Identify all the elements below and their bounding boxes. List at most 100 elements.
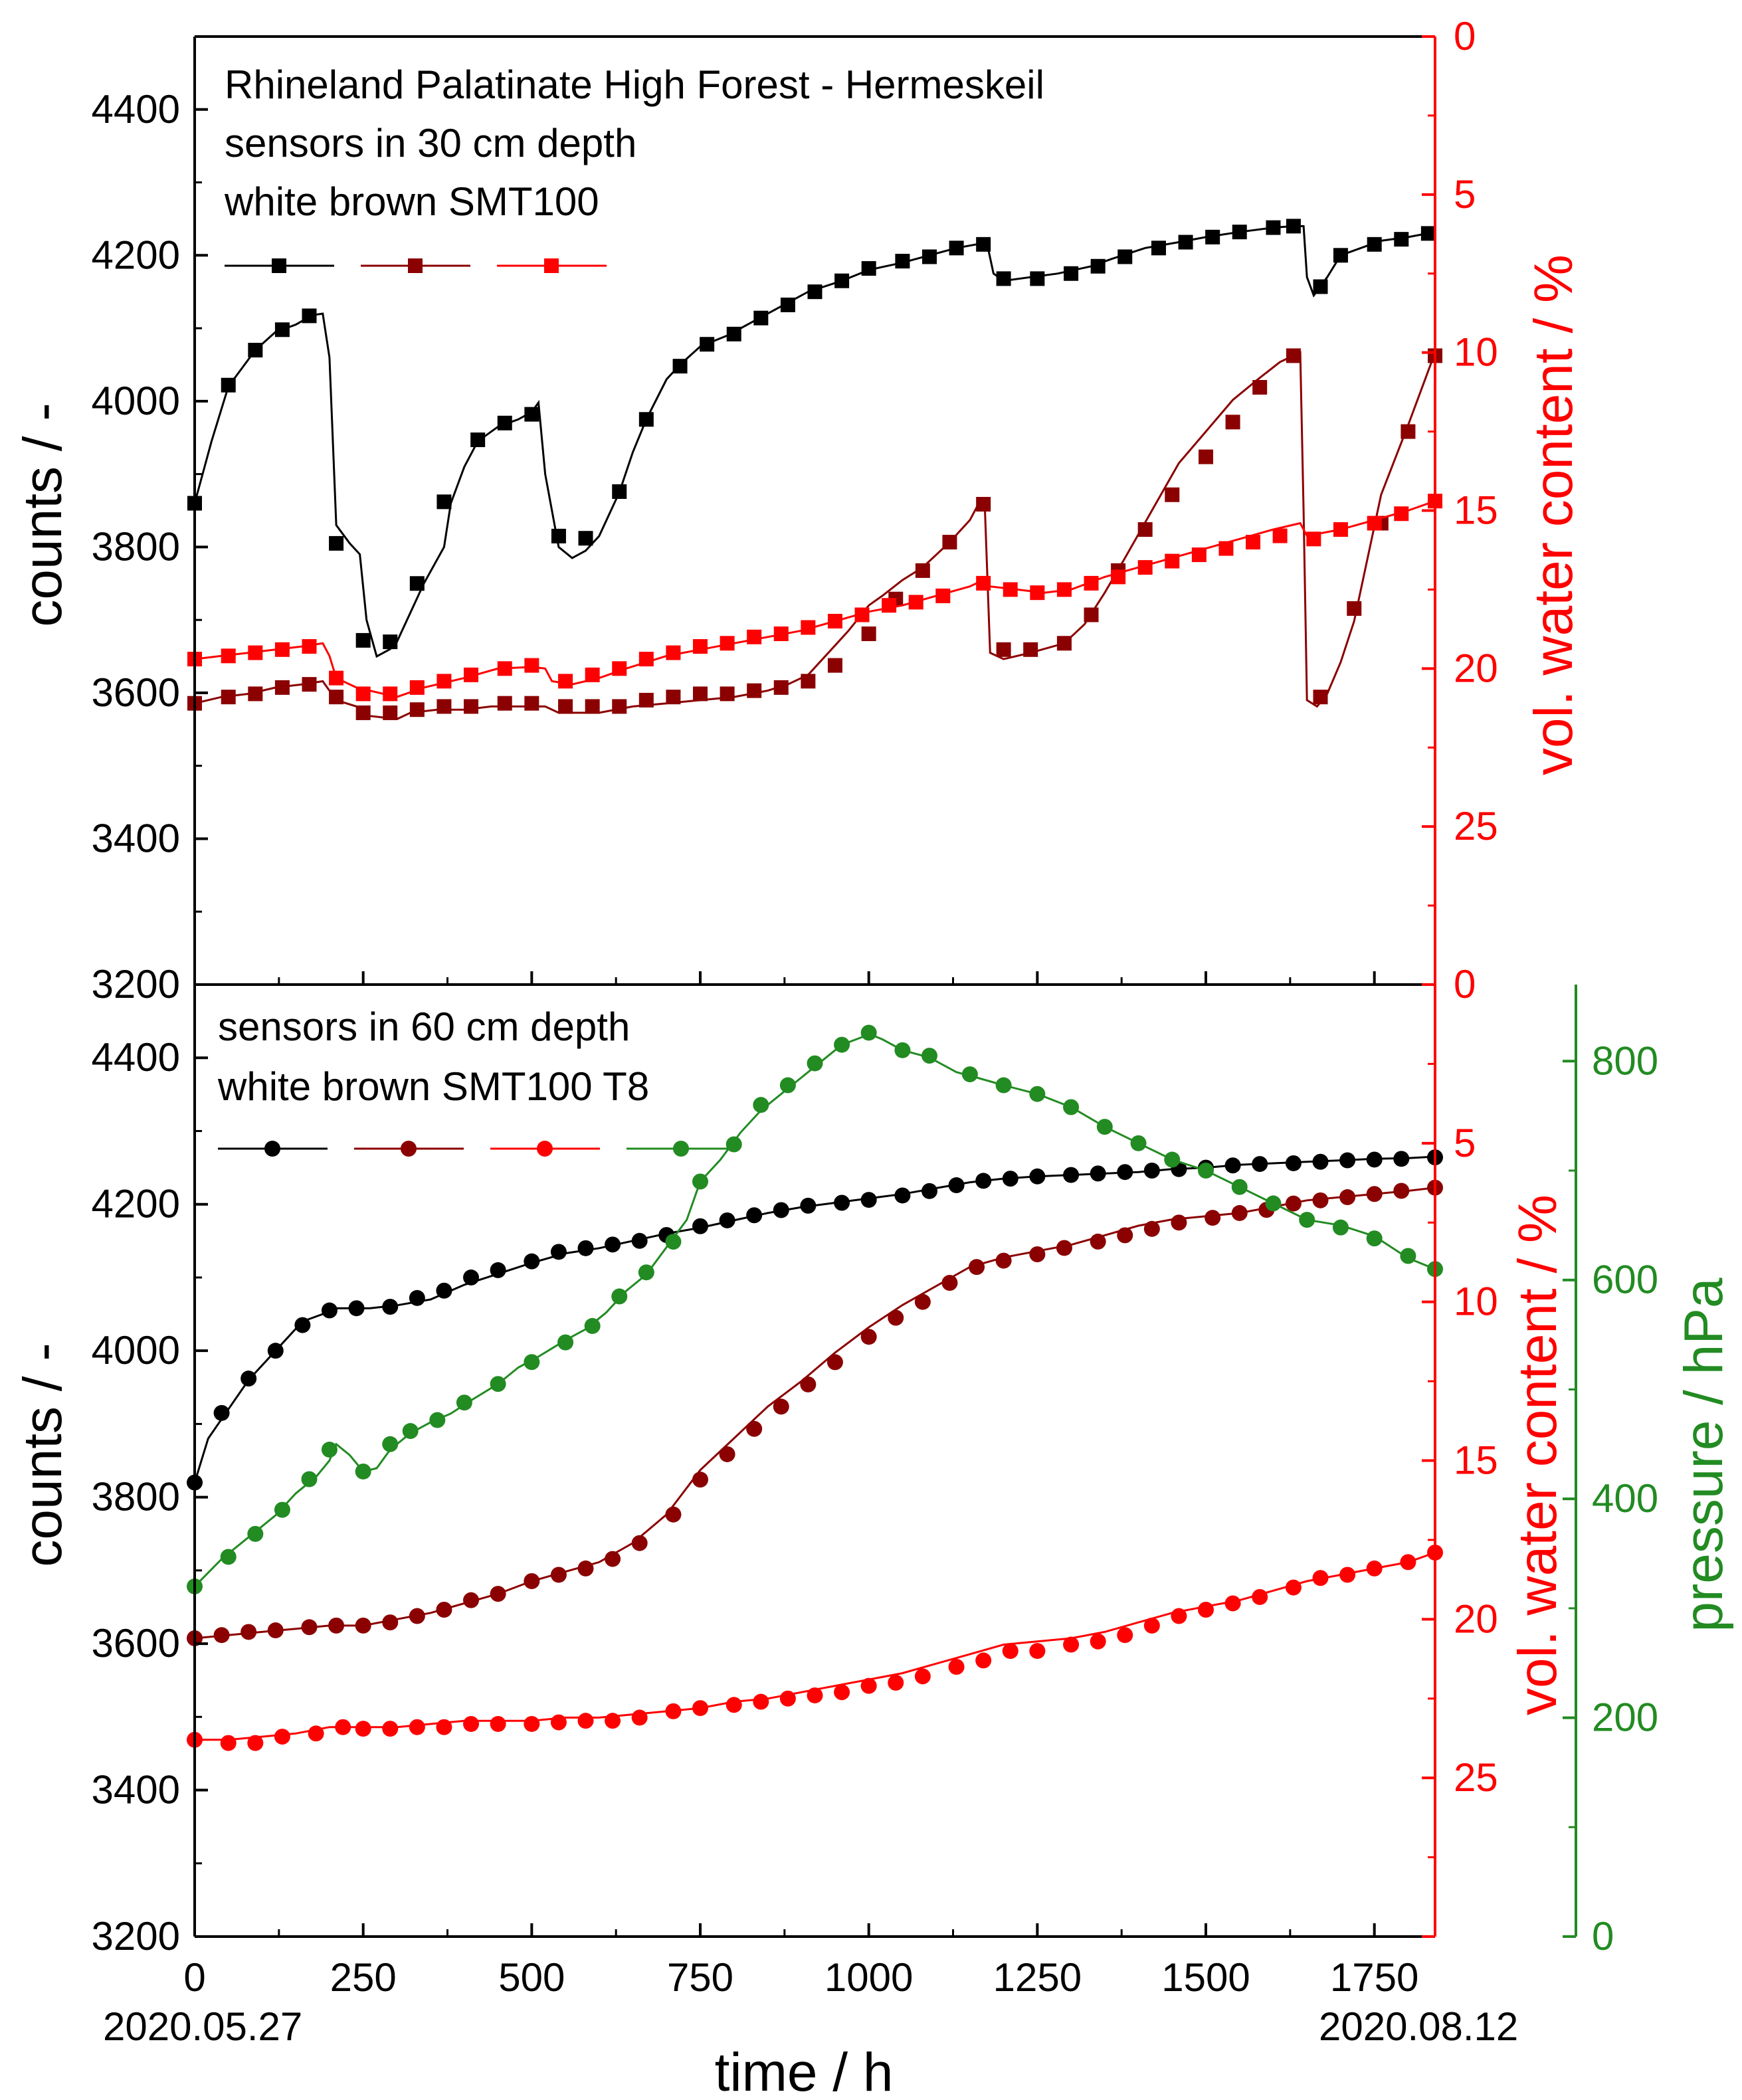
data-point-white bbox=[383, 634, 398, 650]
data-point-t8 bbox=[301, 1471, 318, 1487]
data-point-smt100 bbox=[558, 674, 573, 689]
data-point-brown bbox=[248, 686, 263, 702]
data-point-smt100 bbox=[1333, 522, 1348, 537]
data-point-white bbox=[773, 1202, 789, 1218]
data-point-smt100 bbox=[497, 661, 512, 676]
data-point-white bbox=[1252, 1156, 1268, 1173]
data-point-t8 bbox=[1265, 1195, 1282, 1212]
data-point-brown bbox=[497, 696, 512, 711]
data-point-white bbox=[1285, 1155, 1302, 1171]
far-right-tick-label: 600 bbox=[1592, 1258, 1658, 1302]
data-point-brown bbox=[914, 1293, 931, 1310]
top-panel: 320034003600380040004200440005101520250 … bbox=[13, 14, 1584, 1006]
right-tick-label: 10 bbox=[1454, 1280, 1498, 1324]
data-point-smt100 bbox=[720, 636, 735, 651]
data-point-brown bbox=[941, 1275, 958, 1291]
bottom-legend-caption: white brown SMT100 T8 bbox=[217, 1064, 649, 1109]
data-point-brown bbox=[464, 699, 479, 714]
data-point-smt100 bbox=[1165, 553, 1180, 569]
data-point-brown bbox=[860, 1329, 877, 1345]
data-point-smt100 bbox=[888, 1674, 904, 1691]
data-point-brown bbox=[1231, 1204, 1248, 1221]
bottom-panel-subtitle: sensors in 60 cm depth bbox=[218, 1004, 630, 1049]
data-point-brown bbox=[1252, 379, 1268, 395]
data-point-white bbox=[1205, 229, 1220, 244]
left-tick-label: 3600 bbox=[92, 670, 180, 715]
data-point-smt100 bbox=[1272, 528, 1288, 543]
data-point-smt100 bbox=[248, 645, 263, 660]
data-point-t8 bbox=[355, 1463, 371, 1480]
data-point-brown bbox=[996, 642, 1011, 657]
data-point-white bbox=[631, 1232, 648, 1249]
data-point-white bbox=[1090, 1165, 1106, 1182]
data-point-t8 bbox=[726, 1136, 742, 1153]
data-point-smt100 bbox=[1306, 531, 1321, 547]
data-point-brown bbox=[409, 1608, 425, 1624]
data-point-smt100 bbox=[975, 1652, 992, 1669]
data-point-smt100 bbox=[1339, 1567, 1356, 1583]
data-point-white bbox=[834, 1194, 850, 1211]
data-point-white bbox=[490, 1262, 506, 1278]
data-point-brown bbox=[355, 705, 371, 720]
data-point-brown bbox=[1339, 1189, 1356, 1206]
x-start-date: 2020.05.27 bbox=[103, 2004, 302, 2049]
data-point-brown bbox=[524, 1573, 540, 1590]
data-point-smt100 bbox=[827, 613, 842, 628]
top-panel-subtitle: sensors in 30 cm depth bbox=[225, 121, 636, 165]
data-point-t8 bbox=[274, 1501, 290, 1518]
data-point-white bbox=[436, 494, 452, 510]
data-point-t8 bbox=[1164, 1151, 1181, 1168]
data-point-brown bbox=[1199, 449, 1214, 464]
data-point-white bbox=[578, 531, 593, 546]
data-point-white bbox=[1143, 1162, 1160, 1179]
data-point-t8 bbox=[1198, 1163, 1214, 1179]
data-point-t8 bbox=[1096, 1119, 1113, 1135]
x-tick-label: 1000 bbox=[824, 1955, 913, 2000]
data-point-smt100 bbox=[948, 1658, 965, 1675]
data-point-smt100 bbox=[1191, 547, 1207, 563]
data-point-brown bbox=[241, 1624, 257, 1640]
left-tick-label: 4000 bbox=[92, 1328, 180, 1373]
data-point-white bbox=[1151, 240, 1166, 256]
data-point-t8 bbox=[665, 1234, 682, 1250]
data-point-smt100 bbox=[612, 661, 627, 676]
data-point-smt100 bbox=[1063, 1636, 1080, 1653]
data-point-smt100 bbox=[302, 639, 317, 654]
data-point-brown bbox=[826, 1354, 843, 1371]
data-point-smt100 bbox=[1252, 1588, 1268, 1605]
data-point-smt100 bbox=[1246, 535, 1261, 550]
data-point-white bbox=[1117, 249, 1133, 264]
data-point-t8 bbox=[1299, 1212, 1315, 1228]
data-point-smt100 bbox=[577, 1713, 594, 1729]
data-point-brown bbox=[773, 1398, 789, 1415]
data-point-brown bbox=[436, 699, 452, 714]
right-tick-label: 5 bbox=[1454, 172, 1476, 217]
data-point-smt100 bbox=[1137, 560, 1153, 575]
data-point-t8 bbox=[429, 1412, 446, 1428]
data-point-white bbox=[348, 1300, 365, 1317]
right-tick-label: 10 bbox=[1454, 330, 1498, 375]
left-tick-label: 3200 bbox=[92, 962, 180, 1006]
data-point-white bbox=[895, 254, 910, 269]
data-point-smt100 bbox=[1400, 1554, 1416, 1571]
data-point-white bbox=[551, 528, 566, 543]
data-point-brown bbox=[638, 692, 654, 708]
data-point-brown bbox=[328, 1617, 345, 1634]
data-point-white bbox=[807, 284, 823, 300]
data-point-brown bbox=[329, 690, 344, 705]
data-point-white bbox=[860, 1192, 877, 1208]
data-point-brown bbox=[773, 680, 789, 695]
data-point-white bbox=[753, 310, 769, 326]
data-point-brown bbox=[1401, 424, 1416, 439]
data-point-brown bbox=[490, 1586, 506, 1602]
data-point-brown bbox=[355, 1617, 371, 1634]
data-point-white bbox=[834, 273, 850, 288]
data-point-t8 bbox=[247, 1525, 264, 1542]
data-point-white bbox=[780, 297, 795, 312]
data-point-white bbox=[1394, 232, 1409, 247]
data-point-smt100 bbox=[807, 1687, 823, 1703]
top-legend bbox=[225, 258, 607, 273]
data-point-smt100 bbox=[220, 1735, 237, 1751]
data-point-smt100 bbox=[524, 658, 539, 673]
